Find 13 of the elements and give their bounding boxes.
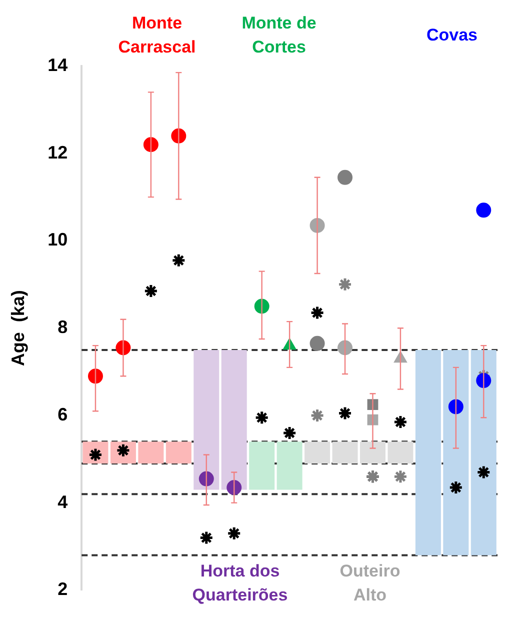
text: Covas: [426, 26, 478, 45]
annotation: Horta dos Quarteirões: [192, 562, 288, 605]
y-tick-label: 6: [58, 404, 68, 424]
y-tick-label: 10: [48, 230, 68, 250]
y-tick-label: 14: [48, 54, 68, 75]
annotation: Outeiro Alto: [340, 562, 400, 605]
text: Monte Carrascal: [118, 14, 196, 57]
y-tick-label: 2: [58, 579, 68, 600]
y-tick-label: 12: [48, 142, 68, 162]
text: Monte de Cortes: [242, 14, 316, 57]
y-axis-title: Age (ka): [8, 290, 28, 366]
y-tick-label: 4: [58, 492, 68, 512]
y-tick-label: 8: [58, 317, 68, 338]
